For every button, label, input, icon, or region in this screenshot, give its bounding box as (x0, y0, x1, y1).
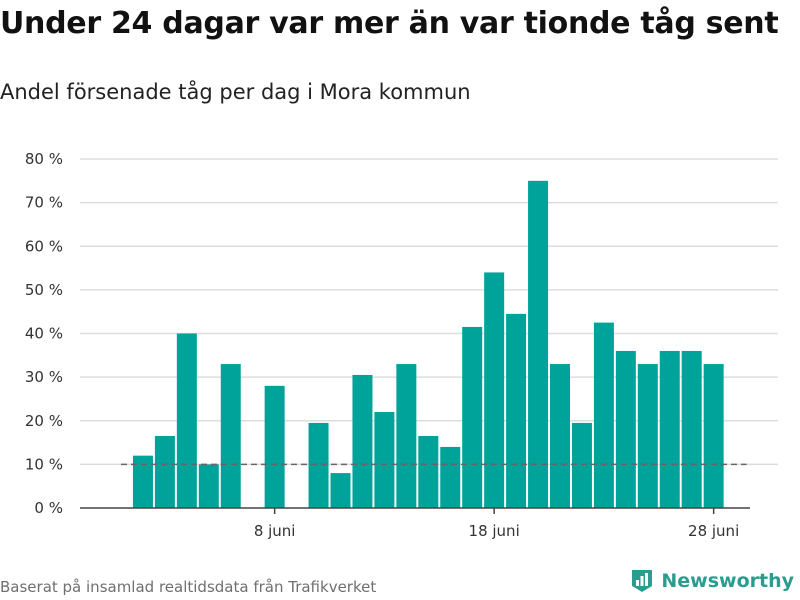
bar (571, 422, 592, 508)
y-tick-label: 50 % (25, 281, 63, 299)
bar (637, 364, 658, 508)
chart-subtitle: Andel försenade tåg per dag i Mora kommu… (0, 80, 471, 104)
bar (681, 350, 702, 508)
bar (440, 446, 461, 508)
y-tick-label: 30 % (25, 368, 63, 386)
x-tick-label: 18 juni (469, 522, 520, 540)
y-tick-label: 10 % (25, 455, 63, 473)
brand-logo[interactable]: Newsworthy (629, 568, 794, 594)
bar (198, 464, 219, 508)
bar (593, 322, 614, 508)
y-tick-label: 70 % (25, 194, 63, 212)
bar (550, 364, 570, 508)
newsworthy-logo-icon (632, 570, 653, 592)
chart-title: Under 24 dagar var mer än var tionde tåg… (0, 6, 779, 41)
bar (264, 385, 285, 508)
bar (374, 412, 395, 508)
y-tick-label: 40 % (25, 325, 63, 343)
bar (308, 422, 329, 508)
bar (528, 180, 549, 508)
x-tick-label: 8 juni (254, 522, 296, 540)
bar (132, 455, 153, 508)
x-tick-label: 28 juni (688, 522, 739, 540)
bar (352, 374, 373, 508)
bar-chart: 0 % 10 % 20 % 30 % 40 % 50 % 60 % 70 % 80 % 8 jun… (25, 150, 778, 540)
y-tick-label: 0 % (34, 499, 63, 517)
bar (659, 350, 680, 508)
y-tick-label: 60 % (25, 237, 63, 255)
y-tick-label: 20 % (25, 412, 63, 430)
bar (154, 436, 175, 508)
bar (220, 364, 241, 508)
bar (506, 313, 527, 508)
bar (176, 333, 197, 508)
bar (462, 326, 483, 508)
source-note: Baserat på insamlad realtidsdata från Tr… (0, 578, 377, 596)
brand-name: Newsworthy (661, 570, 794, 592)
bar (418, 436, 439, 508)
bar (703, 364, 724, 508)
bars (132, 180, 724, 508)
bar (396, 364, 417, 508)
bar (330, 473, 351, 508)
bar (484, 272, 505, 508)
bar (615, 350, 636, 508)
y-tick-label: 80 % (25, 150, 63, 168)
axes: 0 % 10 % 20 % 30 % 40 % 50 % 60 % 70 % 80 % 8 jun… (25, 150, 750, 540)
